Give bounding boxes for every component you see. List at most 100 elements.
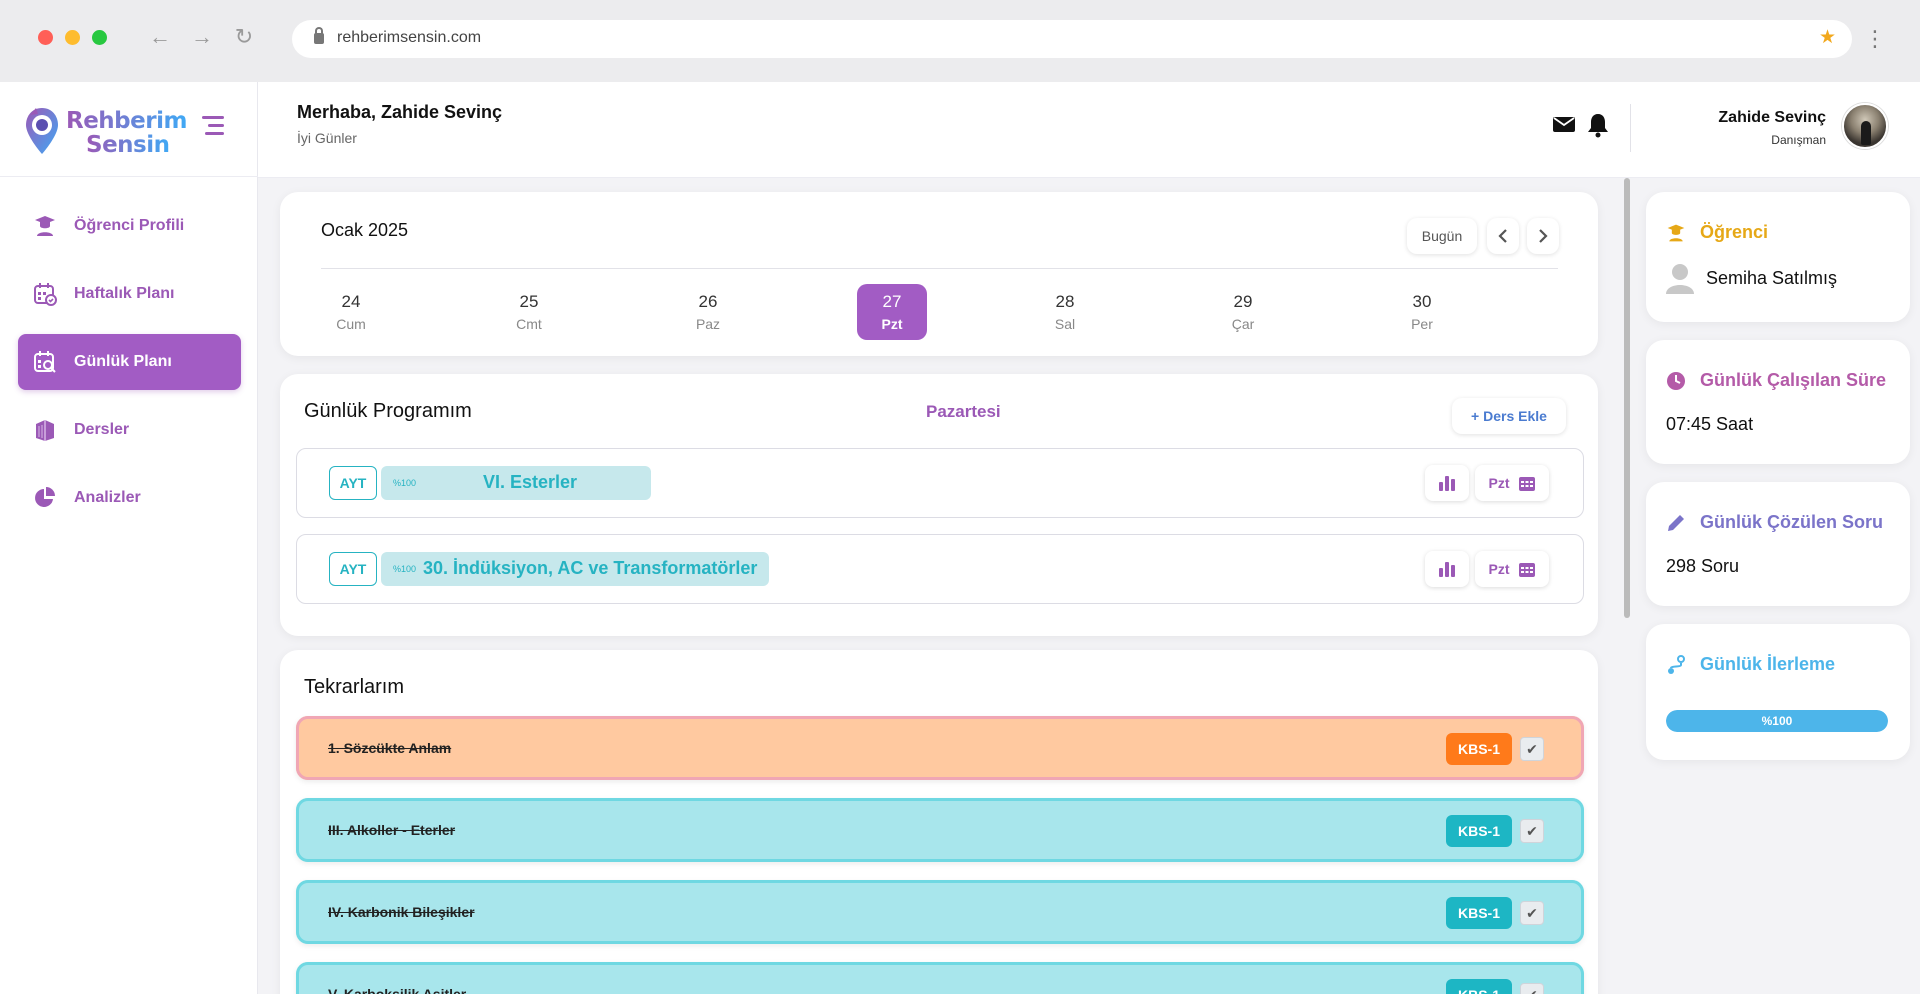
lesson-progress-bar[interactable]: %100 30. İndüksiyon, AC ve Transformatör… — [381, 552, 769, 586]
lesson-day: Pzt — [1488, 475, 1510, 491]
repeat-item[interactable]: V. Karboksilik Asitler KBS-1 ✔ — [296, 962, 1584, 994]
lesson-day: Pzt — [1488, 561, 1510, 577]
next-week-button[interactable] — [1527, 218, 1559, 254]
main-content: Ocak 2025 Bugün 24 Cum 25 Cmt 26 Paz 27 Pzt … — [258, 178, 1630, 994]
calendar-search-icon — [32, 349, 58, 375]
browser-menu-icon[interactable]: ⋮ — [1864, 26, 1886, 51]
day-number: 29 — [1233, 292, 1253, 311]
brand-line2: Sensin — [86, 132, 170, 158]
exam-tag: AYT — [329, 552, 377, 586]
day-label: Cmt — [516, 316, 542, 332]
forward-arrow-icon[interactable]: → — [191, 24, 213, 49]
student-name: Semiha Satılmış — [1706, 267, 1838, 288]
user-role: Danışman — [1771, 133, 1826, 147]
daily-program-card: Günlük Programım Pazartesi + Ders Ekle A… — [280, 374, 1598, 636]
calendar-day[interactable]: 30 Per — [1387, 284, 1457, 340]
day-number: 25 — [519, 292, 539, 311]
calendar-day[interactable]: 24 Cum — [316, 284, 386, 340]
menu-toggle-icon[interactable] — [202, 116, 224, 136]
student-card-title: Öğrenci — [1666, 222, 1768, 243]
bell-icon[interactable] — [1586, 112, 1610, 138]
url-text: rehberimsensin.com — [337, 29, 482, 46]
calendar-day[interactable]: 28 Sal — [1030, 284, 1100, 340]
minimize-window-button[interactable] — [65, 30, 80, 45]
exam-tag: AYT — [329, 466, 377, 500]
today-button[interactable]: Bugün — [1407, 218, 1477, 254]
sidebar-divider — [0, 176, 258, 177]
study-time-label: Günlük Çalışılan Süre — [1700, 370, 1887, 390]
repeat-title: III. Alkoller - Eterler — [328, 822, 456, 838]
brand-line1: Rehberim — [66, 108, 187, 134]
solved-title: Günlük Çözülen Soru — [1666, 512, 1883, 533]
repeats-title: Tekrarlarım — [304, 676, 405, 698]
maximize-window-button[interactable] — [92, 30, 107, 45]
calendar-day[interactable]: 25 Cmt — [494, 284, 564, 340]
header-divider — [1630, 104, 1631, 152]
repeats-card: Tekrarlarım 1. Sözcükte Anlam KBS-1 ✔ II… — [280, 650, 1598, 994]
progress-title: Günlük İlerleme — [1666, 654, 1835, 675]
repeat-title: 1. Sözcükte Anlam — [328, 740, 452, 756]
app-window: Rehberim Sensin Öğrenci Profili Haftalık… — [0, 82, 1920, 994]
browser-nav: ← → ↻ — [148, 24, 256, 50]
kbs-badge: KBS-1 — [1446, 733, 1512, 765]
calendar-day[interactable]: 29 Çar — [1208, 284, 1278, 340]
student-card: Öğrenci Semiha Satılmış — [1646, 192, 1910, 322]
address-bar[interactable]: rehberimsensin.com ★ — [292, 20, 1852, 58]
calendar-month: Ocak 2025 — [321, 220, 409, 240]
content-scrollbar[interactable] — [1624, 178, 1630, 618]
lesson-stats-button[interactable] — [1425, 465, 1469, 501]
greeting-subtitle: İyi Günler — [297, 130, 357, 146]
bookmark-star-icon[interactable]: ★ — [1818, 27, 1836, 48]
window-controls — [38, 30, 107, 45]
envelope-icon[interactable] — [1552, 112, 1576, 136]
pie-chart-icon — [32, 485, 58, 511]
repeat-title: IV. Karbonik Bileşikler — [328, 904, 475, 920]
study-time-title: Günlük Çalışılan Süre — [1666, 370, 1886, 391]
done-checkbox[interactable]: ✔ — [1520, 901, 1544, 925]
back-arrow-icon[interactable]: ← — [149, 24, 171, 49]
chevron-right-icon — [1539, 229, 1548, 243]
solved-questions-card: Günlük Çözülen Soru 298 Soru — [1646, 482, 1910, 606]
sidebar-item-haftalik-plani[interactable]: Haftalık Planı — [18, 266, 241, 322]
lesson-day-button[interactable]: Pzt — [1475, 551, 1549, 587]
progress-label: Günlük İlerleme — [1700, 654, 1836, 674]
clock-icon — [1667, 371, 1685, 390]
study-time-value: 07:45 Saat — [1666, 414, 1754, 434]
calendar-week-icon — [32, 281, 58, 307]
sidebar-item-analizler[interactable]: Analizler — [18, 470, 241, 526]
calendar-icon — [1518, 477, 1535, 491]
brand-logo[interactable]: Rehberim Sensin — [24, 106, 187, 162]
repeat-item[interactable]: 1. Sözcükte Anlam KBS-1 ✔ — [296, 716, 1584, 780]
done-checkbox[interactable]: ✔ — [1520, 819, 1544, 843]
repeat-item[interactable]: III. Alkoller - Eterler KBS-1 ✔ — [296, 798, 1584, 862]
sidebar-item-dersler[interactable]: Dersler — [18, 402, 241, 458]
avatar[interactable] — [1842, 103, 1888, 149]
add-lesson-button[interactable]: + Ders Ekle — [1452, 398, 1566, 434]
done-checkbox[interactable]: ✔ — [1520, 983, 1544, 994]
sidebar-item-gunluk-plani[interactable]: Günlük Planı — [18, 334, 241, 390]
day-label: Pzt — [881, 316, 903, 332]
calendar-day[interactable]: 26 Paz — [673, 284, 743, 340]
lesson-progress-bar[interactable]: %100 VI. Esterler — [381, 466, 651, 500]
day-number: 24 — [341, 292, 361, 311]
route-icon — [1668, 654, 1685, 674]
repeat-item[interactable]: IV. Karbonik Bileşikler KBS-1 ✔ — [296, 880, 1584, 944]
reload-icon[interactable]: ↻ — [234, 24, 254, 49]
student-row[interactable]: Semiha Satılmış — [1666, 262, 1837, 294]
lesson-stats-button[interactable] — [1425, 551, 1469, 587]
logo-pin-icon — [26, 108, 58, 154]
program-day: Pazartesi — [926, 402, 1001, 421]
done-checkbox[interactable]: ✔ — [1520, 737, 1544, 761]
right-panel: Öğrenci Semiha Satılmış Günlük Çalışılan… — [1630, 178, 1920, 994]
calendar-icon — [1518, 563, 1535, 577]
user-name: Zahide Sevinç — [1718, 109, 1826, 126]
daily-progress-bar: %100 — [1666, 710, 1888, 732]
lesson-percent: %100 — [393, 564, 417, 574]
calendar-divider — [321, 268, 1558, 269]
close-window-button[interactable] — [38, 30, 53, 45]
prev-week-button[interactable] — [1487, 218, 1519, 254]
lesson-day-button[interactable]: Pzt — [1475, 465, 1549, 501]
calendar-day-selected[interactable]: 27 Pzt — [857, 284, 927, 340]
sidebar-item-ogrenci-profili[interactable]: Öğrenci Profili — [18, 198, 241, 254]
greeting-title: Merhaba, Zahide Sevinç — [297, 102, 503, 122]
